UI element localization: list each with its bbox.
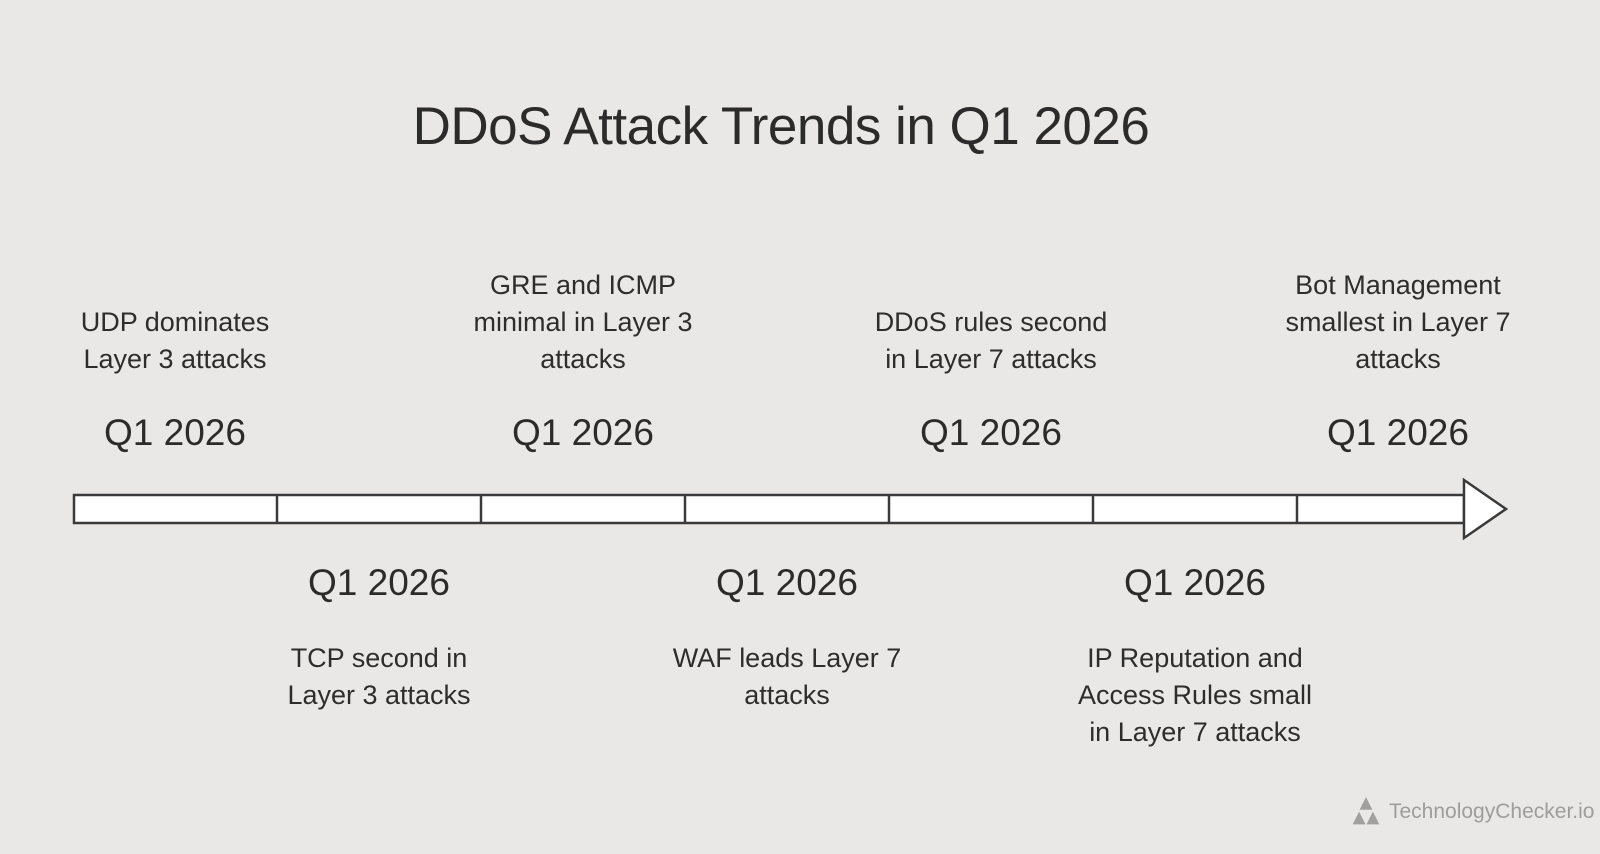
- watermark-text: TechnologyChecker.io: [1389, 799, 1595, 823]
- triforce-triangle-icon: [1352, 797, 1380, 825]
- milestone-waf-leads: Q1 2026 WAF leads Layer 7 attacks: [617, 561, 957, 714]
- milestone-udp-dominates: UDP dominates Layer 3 attacks Q1 2026: [5, 240, 345, 455]
- milestone-label: TCP second in Layer 3 attacks: [287, 643, 471, 710]
- milestone-label: Bot Management smallest in Layer 7 attac…: [1285, 270, 1511, 374]
- milestone-bot-management-smallest: Bot Management smallest in Layer 7 attac…: [1228, 240, 1568, 455]
- watermark: TechnologyChecker.io: [1352, 796, 1594, 827]
- milestone-label: DDoS rules second in Layer 7 attacks: [874, 307, 1108, 374]
- milestone-ip-reputation-small: Q1 2026 IP Reputation and Access Rules s…: [1025, 561, 1365, 751]
- milestone-ddos-rules-second: DDoS rules second in Layer 7 attacks Q1 …: [821, 240, 1161, 455]
- milestone-label: UDP dominates Layer 3 attacks: [80, 307, 270, 374]
- milestone-date: Q1 2026: [104, 412, 246, 453]
- timeline-bar: [72, 493, 1466, 525]
- milestone-date: Q1 2026: [716, 562, 858, 603]
- timeline-arrow: [72, 477, 1509, 541]
- page-title: DDoS Attack Trends in Q1 2026: [412, 97, 1150, 156]
- milestone-date: Q1 2026: [512, 412, 654, 453]
- milestone-date: Q1 2026: [1124, 562, 1266, 603]
- milestone-tcp-second: Q1 2026 TCP second in Layer 3 attacks: [209, 561, 549, 714]
- milestone-label: WAF leads Layer 7 attacks: [672, 643, 902, 710]
- milestone-label: IP Reputation and Access Rules small in …: [1077, 643, 1313, 747]
- milestone-gre-icmp-minimal: GRE and ICMP minimal in Layer 3 attacks …: [413, 240, 753, 455]
- milestone-label: GRE and ICMP minimal in Layer 3 attacks: [473, 270, 693, 374]
- arrow-head: [1462, 477, 1509, 541]
- milestone-date: Q1 2026: [1327, 412, 1469, 453]
- milestone-date: Q1 2026: [920, 412, 1062, 453]
- milestone-date: Q1 2026: [308, 562, 450, 603]
